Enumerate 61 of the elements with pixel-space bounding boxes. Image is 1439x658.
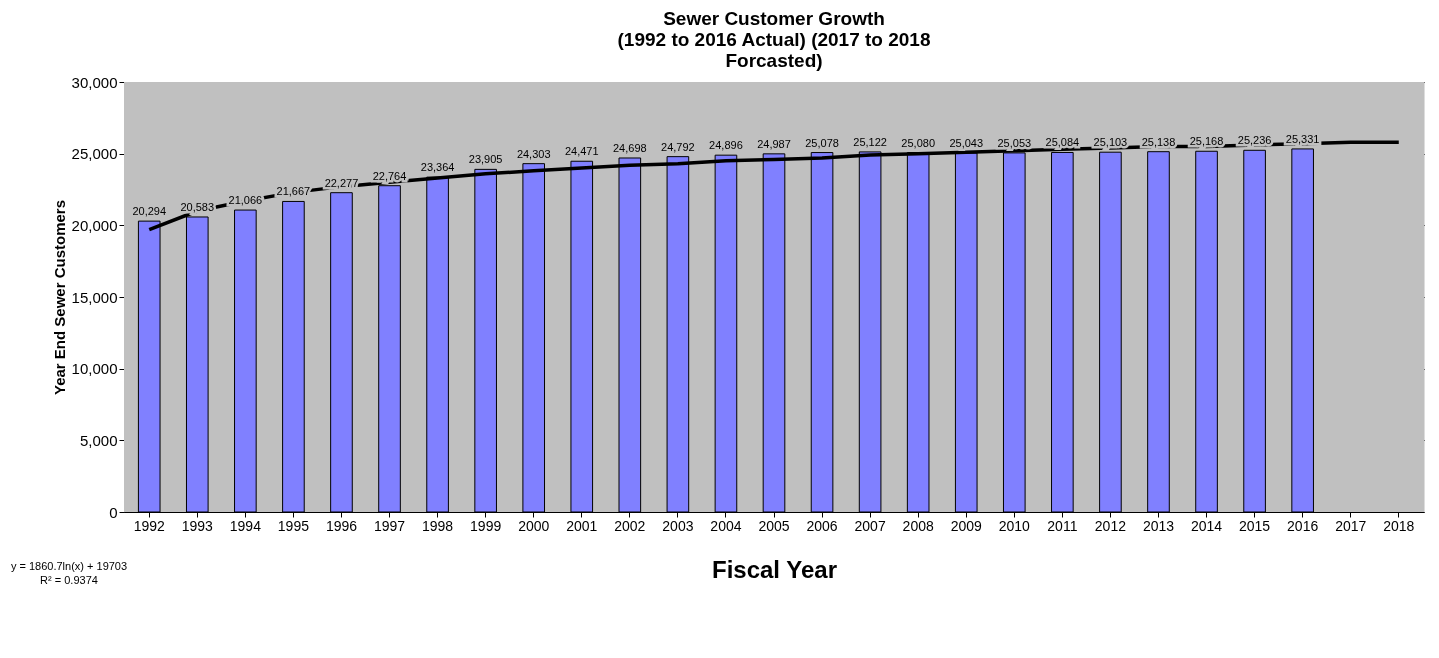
data-label: 25,122	[853, 135, 887, 148]
data-label: 20,294	[132, 205, 167, 218]
chart-title: Sewer Customer Growth (1992 to 2016 Actual) (2017 to 2018 Forcasted)	[617, 8, 931, 71]
data-label: 24,987	[757, 137, 791, 150]
data-label: 22,764	[372, 169, 407, 182]
y-tick-label: 10,000	[71, 360, 118, 378]
data-label: 25,103	[1093, 136, 1128, 149]
y-tick-label: 0	[109, 503, 118, 521]
x-tick-label: 2006	[806, 517, 838, 534]
x-tick-label: 2017	[1335, 517, 1367, 534]
data-label: 25,138	[1141, 135, 1176, 148]
x-axis-title: Fiscal Year	[712, 555, 837, 583]
data-label: 25,053	[997, 136, 1032, 149]
y-tick-label: 30,000	[71, 73, 118, 91]
data-label: 25,043	[949, 137, 984, 150]
x-tick-label: 2018	[1383, 517, 1415, 534]
x-tick-label: 2008	[902, 517, 934, 534]
x-tick-label: 1999	[470, 517, 502, 534]
data-label: 25,331	[1285, 132, 1320, 145]
x-tick-label: 1995	[277, 517, 310, 534]
x-tick-label: 1997	[373, 517, 406, 534]
x-tick-label: 1996	[325, 517, 358, 534]
data-label: 23,364	[420, 161, 455, 174]
data-label: 25,078	[805, 136, 839, 149]
y-axis-title: Year End Sewer Customers	[50, 199, 68, 396]
x-tick-label: 2001	[566, 517, 598, 534]
x-tick-label: 1994	[229, 517, 262, 534]
x-tick-label: 2012	[1094, 517, 1127, 534]
x-tick-label: 2015	[1239, 517, 1271, 534]
x-tick-label: 2013	[1142, 517, 1175, 534]
y-tick-label: 25,000	[71, 145, 118, 163]
x-tick-label: 2016	[1287, 517, 1319, 534]
data-label: 25,084	[1045, 136, 1080, 149]
data-label: 24,698	[612, 142, 647, 154]
text: R² = 0.9374	[40, 574, 98, 586]
data-label: 24,303	[516, 147, 551, 160]
y-tick-label: 15,000	[71, 288, 118, 306]
x-tick-label: 2003	[662, 517, 694, 534]
data-label: 25,168	[1189, 135, 1224, 148]
x-tick-label: 1992	[133, 517, 166, 534]
y-tick-label: 20,000	[71, 216, 118, 234]
x-tick-label: 1998	[422, 517, 454, 534]
x-tick-label: 2004	[710, 517, 742, 534]
x-tick-label: 1993	[181, 517, 214, 534]
x-tick-label: 2002	[614, 517, 646, 534]
x-tick-label: 2010	[998, 517, 1031, 534]
data-label: 24,792	[661, 140, 695, 153]
x-tick-label: 2014	[1190, 517, 1223, 534]
x-tick-label: 2009	[950, 517, 983, 534]
data-label: 20,583	[180, 200, 215, 213]
data-label: 23,905	[468, 153, 503, 166]
data-label: 24,896	[709, 139, 743, 152]
text: y = 1860.7ln(x) + 19703	[10, 560, 128, 572]
x-tick-label: 2007	[854, 517, 886, 534]
x-tick-label: 2011	[1047, 517, 1078, 534]
x-tick-label: 2000	[518, 517, 550, 534]
data-label: 25,080	[901, 136, 936, 149]
data-label: 24,471	[564, 145, 599, 158]
x-tick-label: 2005	[758, 517, 790, 534]
y-tick-label: 5,000	[79, 431, 118, 449]
data-label: 21,667	[276, 185, 311, 198]
